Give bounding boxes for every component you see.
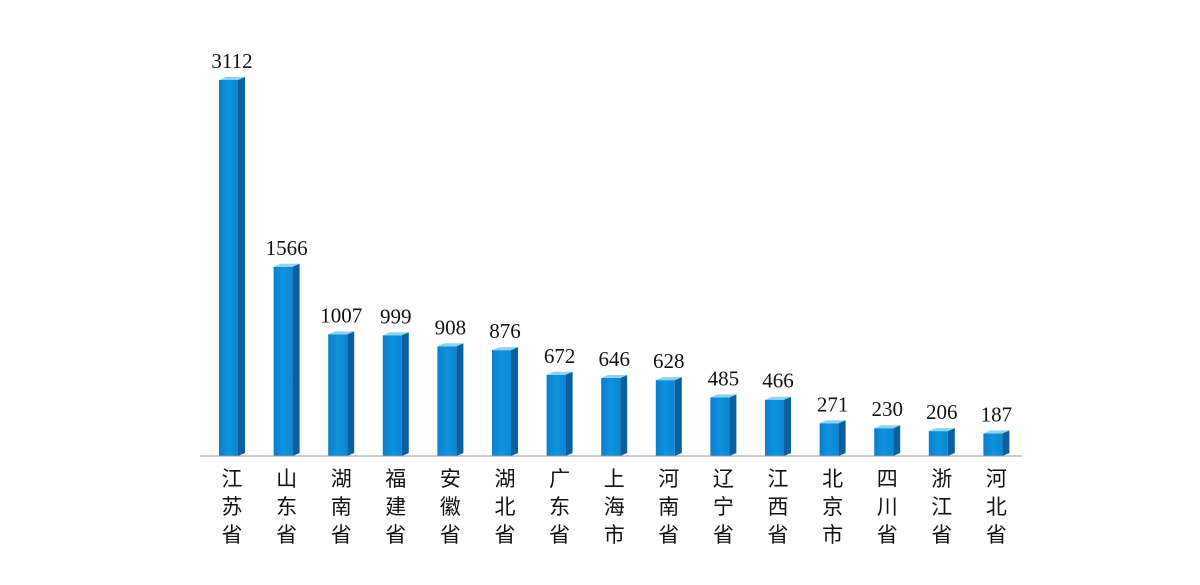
bar-group — [710, 394, 737, 456]
category-tick-label: 安徽省 — [440, 467, 461, 547]
category-tick-label: 河北省 — [986, 467, 1007, 547]
bar-side — [784, 396, 791, 456]
bar-top — [983, 430, 1010, 434]
category-tick-label: 江西省 — [768, 467, 789, 547]
bar-top — [819, 420, 846, 424]
bar-group — [928, 428, 955, 456]
data-label: 3112 — [211, 49, 252, 73]
bar — [819, 423, 839, 456]
category-tick-label: 湖北省 — [495, 467, 516, 547]
bar-top — [546, 371, 573, 375]
bar-group — [437, 343, 464, 456]
bar — [928, 431, 948, 456]
category-tick-label: 上海市 — [604, 467, 625, 547]
bar-top — [601, 374, 628, 378]
data-label: 187 — [981, 402, 1013, 426]
bar-side — [620, 374, 628, 456]
bar-group — [328, 331, 355, 456]
bar-group — [492, 347, 518, 456]
labels-layer: 3112 江苏省 1566 山东省 1007 湖南省 999 福建省 908 安徽省 876 湖北省 6… — [211, 49, 1012, 547]
bar-top — [382, 332, 409, 336]
data-label: 646 — [598, 347, 630, 371]
category-tick-label: 广东省 — [549, 467, 570, 547]
data-label: 628 — [653, 349, 685, 373]
bar-side — [401, 332, 409, 456]
bar-side — [1002, 430, 1010, 456]
bar-top — [655, 377, 682, 381]
bar-top — [437, 343, 464, 347]
bar — [382, 335, 402, 456]
bar — [601, 377, 621, 456]
category-tick-label: 福建省 — [385, 467, 406, 547]
bar-group — [874, 425, 901, 456]
bar-group — [819, 420, 846, 456]
category-tick-label: 四川省 — [877, 467, 898, 547]
bar-side — [947, 428, 955, 456]
category-tick-label: 湖南省 — [331, 467, 352, 547]
bar-side — [565, 371, 573, 456]
bar-group — [546, 371, 573, 456]
data-label: 271 — [817, 392, 849, 416]
bar — [710, 397, 730, 456]
bar-group — [983, 430, 1010, 456]
bar-group — [765, 396, 791, 456]
bar-side — [238, 77, 245, 456]
data-label: 485 — [708, 366, 740, 390]
bar-side — [893, 425, 901, 456]
bar — [437, 346, 457, 456]
bar — [546, 374, 566, 456]
bar — [874, 428, 894, 456]
bar-top — [492, 347, 518, 351]
bar-group — [601, 374, 628, 456]
data-label: 466 — [762, 369, 794, 393]
category-tick-label: 江苏省 — [222, 467, 243, 547]
category-tick-label: 浙江省 — [931, 467, 952, 547]
bar-top — [928, 428, 955, 432]
bar — [655, 380, 675, 456]
data-label: 999 — [380, 304, 412, 328]
bar-top — [273, 263, 300, 267]
bar-top — [765, 396, 791, 400]
bar-group — [382, 332, 409, 456]
bar-side — [838, 420, 846, 456]
category-tick-label: 河南省 — [658, 467, 679, 547]
bar-group — [273, 263, 300, 456]
bar-group — [655, 377, 682, 456]
category-tick-label: 辽宁省 — [713, 467, 734, 547]
bar-side — [511, 347, 518, 456]
bar-side — [456, 343, 464, 456]
bar-side — [674, 377, 682, 456]
bars-layer — [219, 77, 1010, 456]
bar-side — [347, 331, 355, 456]
bar-side — [729, 394, 737, 456]
data-label: 876 — [489, 319, 521, 343]
category-tick-label: 山东省 — [276, 467, 297, 547]
bar — [983, 433, 1003, 456]
data-label: 672 — [544, 344, 576, 368]
bar-side — [292, 263, 300, 456]
bar-top — [328, 331, 355, 335]
category-tick-label: 北京市 — [822, 467, 843, 547]
data-label: 1007 — [320, 303, 362, 327]
bar — [219, 80, 238, 456]
data-label: 206 — [926, 400, 958, 424]
bar — [492, 350, 511, 456]
bar — [765, 399, 784, 456]
bar-group — [219, 77, 245, 456]
bar — [273, 266, 293, 456]
bar-top — [219, 77, 245, 80]
bar — [328, 334, 348, 456]
bar-top — [710, 394, 737, 398]
data-label: 1566 — [266, 236, 308, 260]
bar-top — [874, 425, 901, 429]
data-label: 908 — [435, 315, 467, 339]
data-label: 230 — [871, 397, 903, 421]
